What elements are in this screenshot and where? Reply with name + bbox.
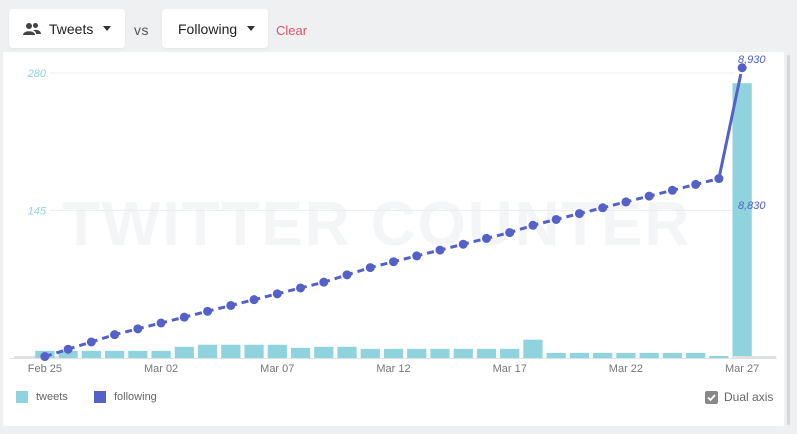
tweets-bar[interactable] — [290, 347, 311, 358]
tweets-bar[interactable] — [616, 352, 636, 358]
tweets-swatch — [16, 391, 28, 403]
secondary-metric-dropdown[interactable]: Following — [162, 9, 268, 48]
tweets-bar[interactable] — [732, 356, 776, 358]
primary-metric-label: Tweets — [49, 20, 94, 37]
following-point[interactable] — [179, 312, 189, 322]
following-point[interactable] — [319, 277, 329, 287]
dual-axis-label: Dual axis — [724, 390, 774, 404]
following-point[interactable] — [667, 185, 677, 195]
tweets-bar[interactable] — [430, 348, 450, 358]
x-axis-tick-label: Feb 25 — [28, 363, 62, 375]
x-axis-tick-label: Mar 07 — [260, 363, 294, 375]
tweets-bar[interactable] — [686, 352, 706, 358]
vs-label: vs — [134, 22, 149, 38]
following-point[interactable] — [598, 203, 608, 213]
following-point[interactable] — [551, 214, 561, 224]
left-axis-tick-label: 280 — [27, 68, 47, 80]
following-point[interactable] — [505, 228, 515, 238]
following-point[interactable] — [714, 174, 724, 184]
following-point[interactable] — [481, 233, 491, 243]
following-point[interactable] — [528, 220, 538, 230]
chevron-down-icon — [103, 26, 112, 31]
tweets-bar[interactable] — [104, 350, 125, 358]
users-icon — [23, 22, 41, 35]
tweets-bar[interactable] — [709, 355, 729, 358]
following-point[interactable] — [735, 61, 749, 75]
tweets-bar[interactable] — [476, 348, 497, 358]
scrollbar[interactable] — [786, 55, 792, 425]
dual-axis-toggle[interactable]: Dual axis — [705, 390, 773, 404]
following-point[interactable] — [86, 337, 96, 347]
tweets-bar[interactable] — [174, 346, 194, 358]
right-axis-tick-label: 8,930 — [738, 54, 766, 66]
x-axis-tick-label: Mar 02 — [144, 363, 178, 375]
x-axis-tick-label: Mar 22 — [609, 363, 643, 375]
tweets-bar[interactable] — [593, 352, 613, 358]
tweets-bar[interactable] — [221, 344, 241, 358]
following-point[interactable] — [272, 289, 282, 299]
chart-controls: Tweets vs Following Clear — [0, 0, 797, 52]
tweets-bar[interactable] — [58, 350, 78, 358]
following-point[interactable] — [226, 300, 236, 310]
following-point[interactable] — [389, 257, 398, 267]
x-axis-tick-label: Mar 12 — [376, 363, 410, 375]
following-point[interactable] — [63, 344, 73, 354]
tweets-bar[interactable] — [337, 346, 357, 358]
tweets-bar[interactable] — [128, 350, 148, 358]
following-point[interactable] — [110, 330, 120, 340]
tweets-bar[interactable] — [360, 348, 380, 358]
legend-tweets-label: tweets — [36, 391, 68, 403]
following-point[interactable] — [574, 209, 584, 219]
following-point[interactable] — [365, 263, 375, 273]
right-axis-tick-label: 8,830 — [738, 200, 766, 212]
tweets-bar[interactable] — [662, 352, 683, 358]
secondary-metric-label: Following — [178, 20, 238, 37]
tweets-bar[interactable] — [267, 344, 287, 358]
clear-button[interactable]: Clear — [276, 23, 308, 38]
left-axis-tick-label: 145 — [28, 205, 47, 217]
following-point[interactable] — [203, 306, 213, 316]
following-point[interactable] — [40, 352, 50, 362]
tweets-bar[interactable] — [151, 350, 171, 358]
tweets-bar[interactable] — [523, 339, 543, 358]
tweets-bar[interactable] — [639, 352, 659, 358]
legend-following-label: following — [114, 391, 157, 403]
tweets-bar[interactable] — [383, 348, 404, 358]
watermark: TWITTER COUNTER — [62, 190, 691, 259]
chevron-down-icon — [247, 26, 256, 31]
tweets-bar[interactable] — [500, 348, 520, 358]
chart-panel — [3, 52, 784, 426]
following-swatch — [94, 391, 106, 403]
dual-axis-checkbox[interactable] — [705, 390, 718, 404]
tweets-bar[interactable] — [81, 350, 101, 358]
following-point[interactable] — [621, 197, 631, 207]
following-point[interactable] — [296, 283, 306, 293]
tweets-bar[interactable] — [732, 83, 752, 358]
tweets-bar[interactable] — [244, 344, 264, 358]
tweets-bar[interactable] — [569, 352, 590, 358]
following-point[interactable] — [156, 318, 166, 328]
legend-item-following[interactable]: following — [94, 391, 157, 403]
x-axis-tick-label: Mar 17 — [493, 363, 527, 375]
following-line-solid — [717, 67, 744, 179]
following-point[interactable] — [249, 295, 259, 305]
following-point[interactable] — [691, 179, 701, 189]
checkmark-icon — [707, 393, 716, 401]
following-point[interactable] — [435, 245, 445, 255]
tweets-bar[interactable] — [197, 344, 218, 358]
tweets-bar[interactable] — [453, 348, 473, 358]
x-axis-tick-label: Mar 27 — [725, 363, 759, 375]
primary-metric-dropdown[interactable]: Tweets — [9, 9, 125, 48]
following-point[interactable] — [644, 191, 654, 201]
tweets-bar[interactable] — [546, 352, 566, 358]
following-point[interactable] — [412, 251, 422, 261]
legend-item-tweets[interactable]: tweets — [16, 391, 68, 403]
following-point[interactable] — [458, 239, 468, 249]
following-point[interactable] — [133, 324, 143, 334]
following-point[interactable] — [342, 270, 352, 280]
tweets-bar[interactable] — [314, 346, 334, 358]
tweets-bar[interactable] — [407, 348, 427, 358]
